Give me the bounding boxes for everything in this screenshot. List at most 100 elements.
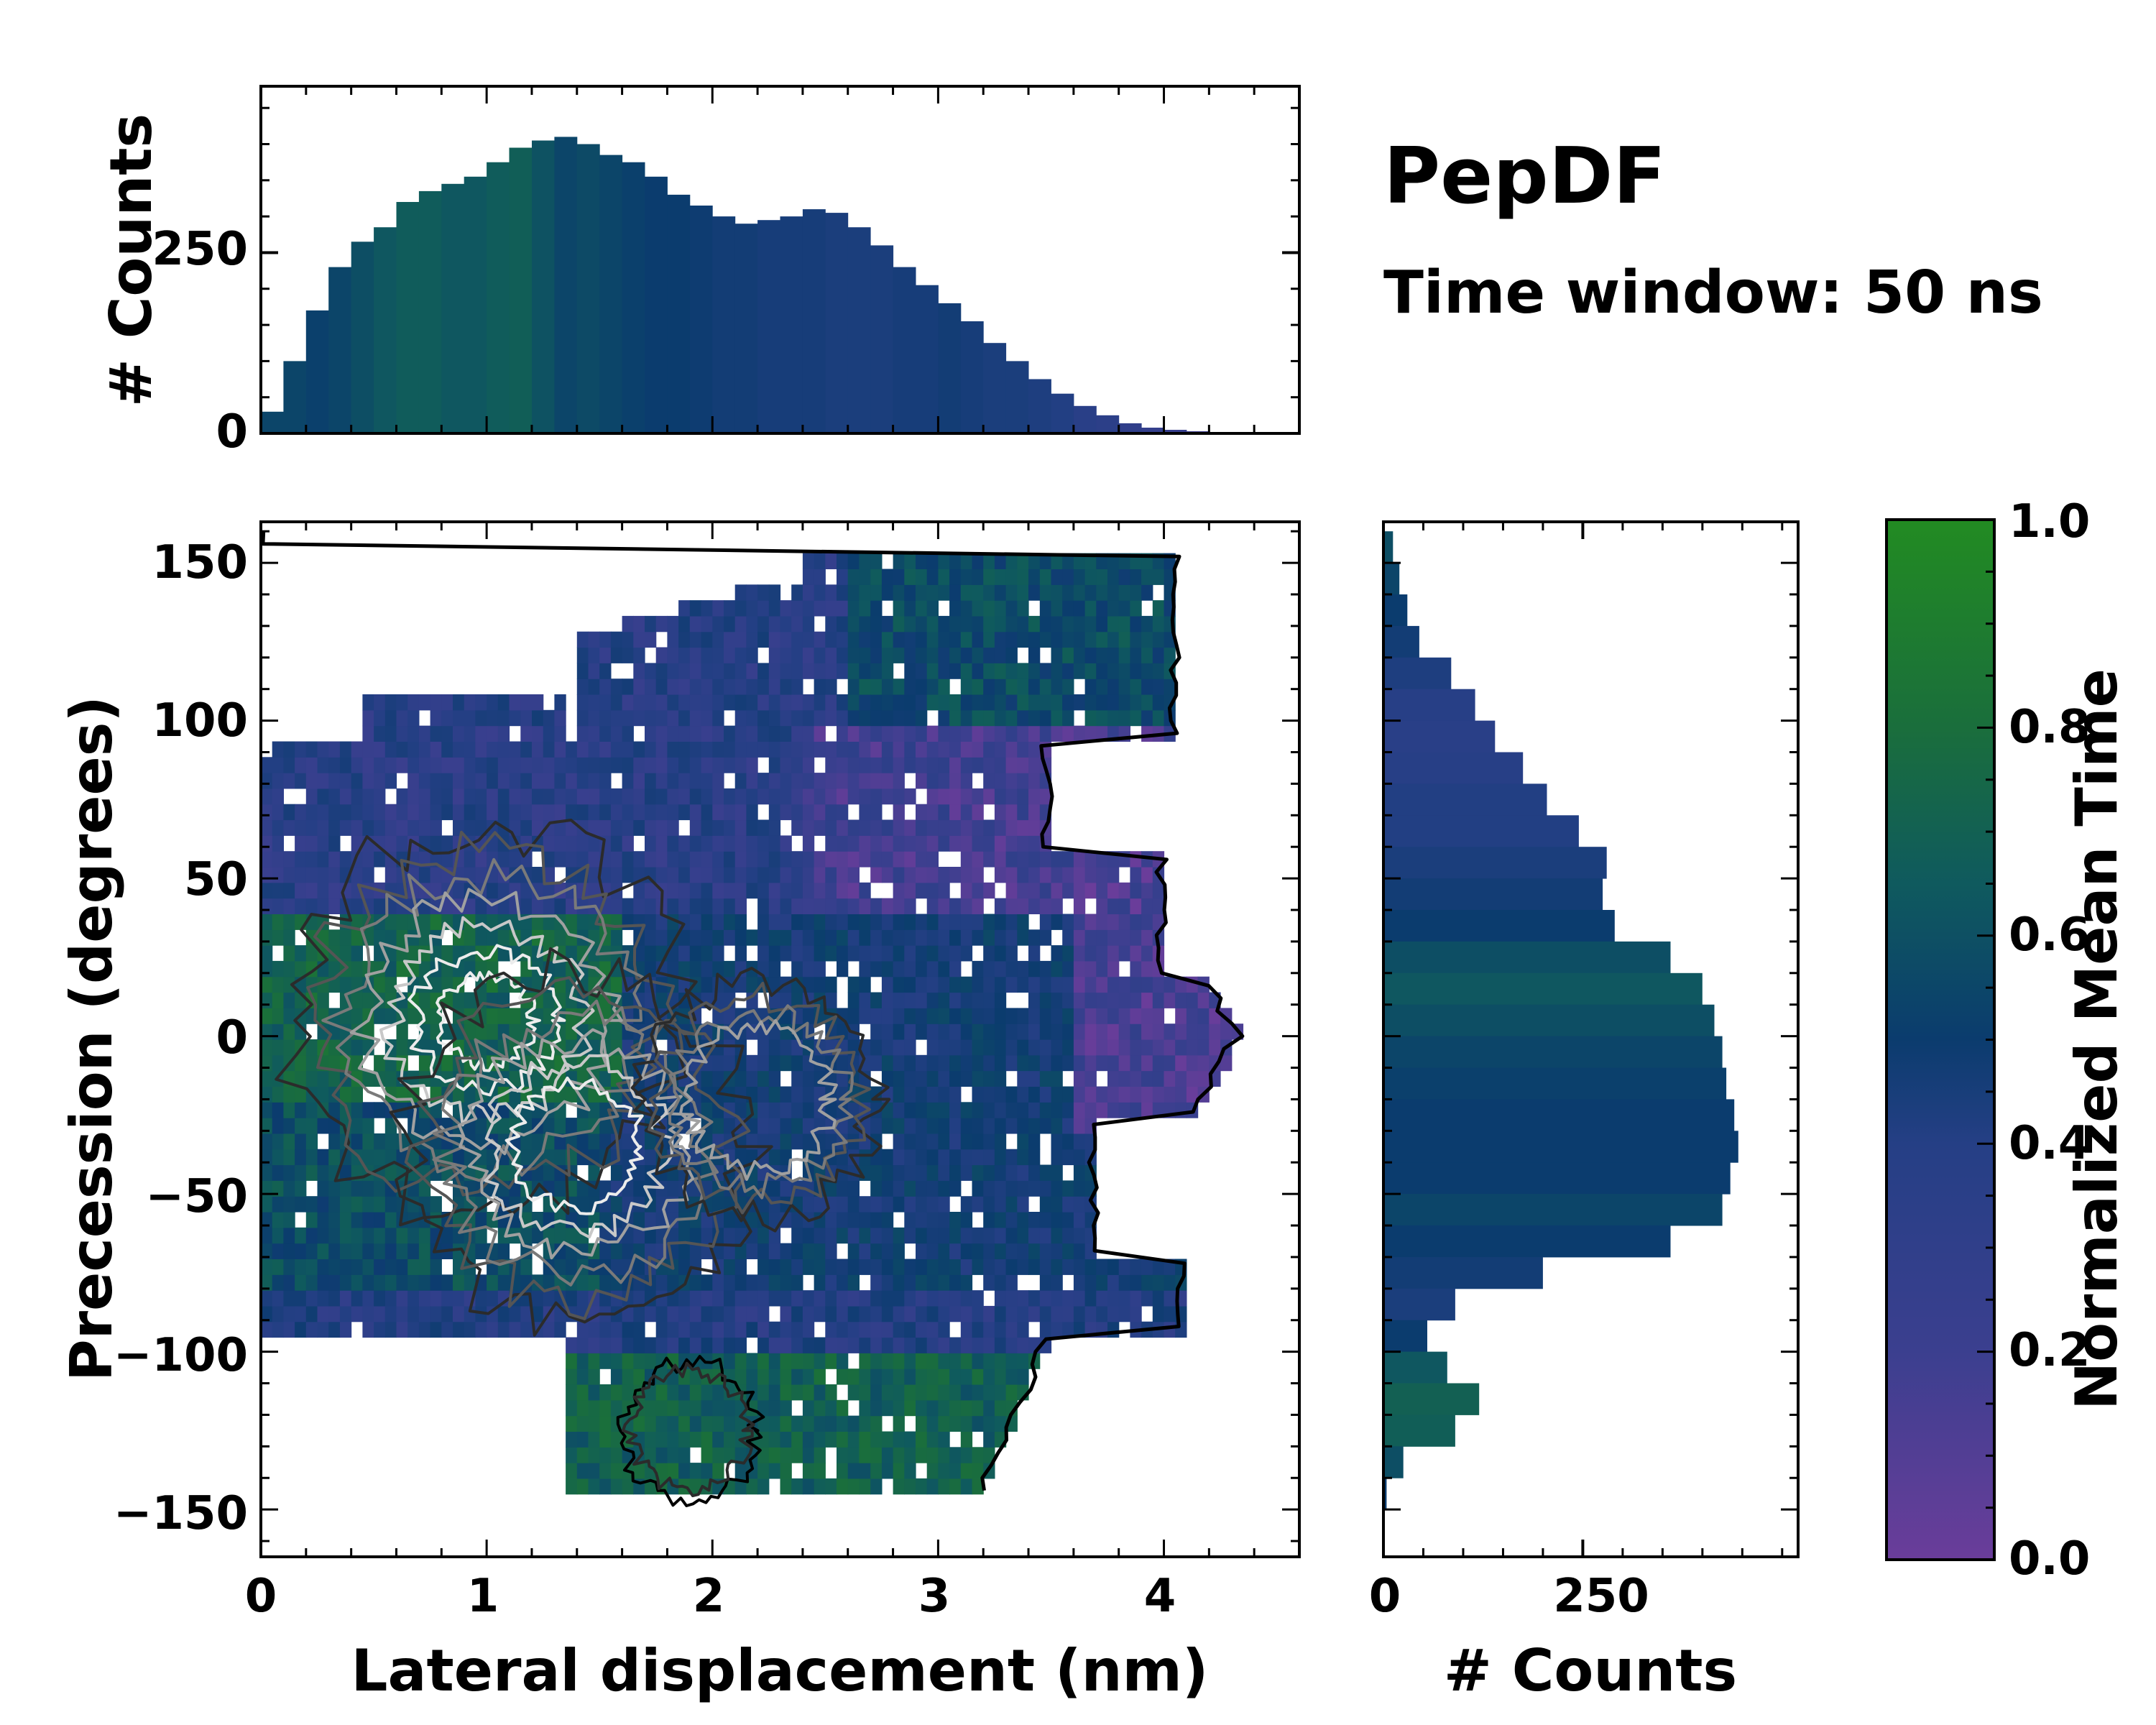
heatmap-cell <box>317 804 329 821</box>
heatmap-cell <box>1152 709 1165 727</box>
heatmap-cell <box>1005 1102 1018 1118</box>
heatmap-cell <box>1039 584 1052 601</box>
heatmap-cell <box>904 1039 916 1056</box>
heatmap-cell <box>453 1290 465 1307</box>
heatmap-cell <box>645 1337 657 1353</box>
heatmap-cell <box>1096 1305 1108 1322</box>
heatmap-cell <box>1197 992 1210 1008</box>
heatmap-cell <box>374 1212 386 1228</box>
heatmap-cell <box>374 804 386 821</box>
heatmap-cell <box>645 678 657 695</box>
heatmap-cell <box>362 741 374 758</box>
heatmap-cell <box>441 757 453 773</box>
heatmap-cell <box>972 1070 984 1087</box>
heatmap-cell <box>351 914 363 930</box>
heatmap-cell <box>938 1024 950 1040</box>
heatmap-cell <box>802 960 815 978</box>
heatmap-cell <box>926 1384 939 1401</box>
heatmap-cell <box>870 600 883 617</box>
heatmap-cell <box>272 1196 284 1213</box>
heatmap-cell <box>520 882 533 899</box>
heatmap-cell <box>701 1463 713 1479</box>
heatmap-cell <box>1051 694 1063 711</box>
heatmap-cell <box>678 1415 691 1432</box>
heatmap-cell <box>701 1399 713 1417</box>
heatmap-cell <box>599 1384 612 1401</box>
heatmap-cell <box>497 773 510 789</box>
heatmap-cell <box>746 835 758 852</box>
heatmap-cell <box>983 819 995 836</box>
heatmap-cell <box>328 1259 341 1275</box>
heatmap-cell <box>1220 1024 1233 1040</box>
heatmap-cell <box>667 725 679 742</box>
heatmap-cell <box>949 757 962 773</box>
heatmap-cell <box>261 1180 273 1197</box>
heatmap-cell <box>768 647 781 663</box>
heatmap-cell <box>1017 1305 1029 1322</box>
heatmap-cell <box>780 678 792 695</box>
heatmap-cell <box>757 1368 770 1385</box>
heatmap-cell <box>881 694 894 711</box>
heatmap-cell <box>678 725 691 742</box>
heatmap-cell <box>599 1337 612 1353</box>
heatmap-cell <box>780 1024 792 1040</box>
side-histogram-bar <box>1383 1256 1543 1289</box>
heatmap-cell <box>724 647 736 663</box>
heatmap-cell <box>893 882 905 899</box>
heatmap-cell <box>847 992 860 1008</box>
heatmap-cell <box>938 804 950 821</box>
heatmap-cell <box>847 1305 860 1322</box>
heatmap-cell <box>362 1259 374 1275</box>
heatmap-cell <box>893 569 905 585</box>
heatmap-cell <box>655 773 668 789</box>
heatmap-cell <box>904 914 916 930</box>
heatmap-cell <box>362 788 374 805</box>
heatmap-cell <box>418 1039 431 1056</box>
heatmap-cell <box>667 1196 679 1213</box>
heatmap-cell <box>972 1180 984 1197</box>
heatmap-cell <box>960 1447 973 1463</box>
heatmap-cell <box>1005 741 1018 758</box>
heatmap-cell <box>825 1180 837 1197</box>
main-heatmap-ticks <box>259 522 1299 1557</box>
heatmap-cell <box>983 1070 995 1087</box>
heatmap-cell <box>328 773 341 789</box>
heatmap-cell <box>362 1321 374 1338</box>
heatmap-cell <box>543 741 555 758</box>
heatmap-cell <box>960 929 973 946</box>
heatmap-cell <box>757 1321 770 1338</box>
heatmap-cell <box>791 1133 803 1150</box>
heatmap-cell <box>283 1290 295 1307</box>
heatmap-cell <box>520 709 533 727</box>
heatmap-cell <box>396 741 408 758</box>
heatmap-cell <box>916 1164 928 1181</box>
heatmap-cell <box>339 773 352 789</box>
heatmap-cell <box>576 1399 589 1417</box>
heatmap-cell <box>802 694 815 711</box>
heatmap-cell <box>712 819 724 836</box>
heatmap-cell <box>588 1431 600 1448</box>
heatmap-cell <box>1084 929 1097 946</box>
heatmap-cell <box>1028 851 1041 868</box>
heatmap-cell <box>475 788 487 805</box>
heatmap-cell <box>780 1054 792 1072</box>
heatmap-cell <box>1152 569 1165 585</box>
heatmap-cell <box>1017 882 1029 899</box>
heatmap-cell <box>926 1274 939 1291</box>
heatmap-cell <box>938 1368 950 1385</box>
heatmap-cell <box>916 819 928 836</box>
heatmap-cell <box>916 1102 928 1118</box>
heatmap-cell <box>972 569 984 585</box>
heatmap-cell <box>351 1118 363 1134</box>
heatmap-cell <box>904 1149 916 1166</box>
density-contour <box>275 819 698 1227</box>
heatmap-cell <box>983 773 995 789</box>
heatmap-cell <box>926 1070 939 1087</box>
heatmap-cell <box>983 1305 995 1322</box>
heatmap-cell <box>351 1227 363 1244</box>
heatmap-cell <box>543 867 555 883</box>
heatmap-cell <box>802 1321 815 1338</box>
heatmap-cell <box>532 1070 544 1087</box>
heatmap-cell <box>328 1133 341 1150</box>
heatmap-cell <box>960 694 973 711</box>
